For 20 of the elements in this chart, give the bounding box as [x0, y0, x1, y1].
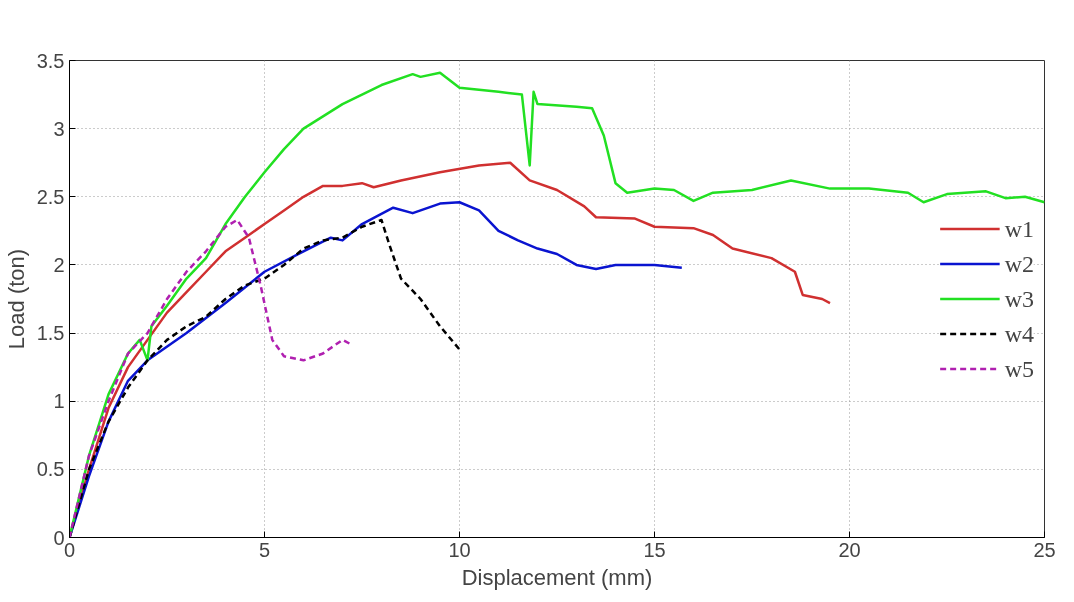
y-tick-label: 2.5 [36, 185, 65, 208]
y-tick-label: 1 [53, 390, 65, 413]
x-axis-title: Displacement (mm) [461, 564, 653, 590]
legend-label: w1 [1004, 215, 1034, 242]
x-tick-label: 25 [1033, 538, 1056, 561]
y-tick-label: 3 [53, 117, 65, 140]
x-tick-label: 15 [643, 538, 666, 561]
y-tick-label: 3.5 [36, 49, 65, 72]
x-tick-label: 10 [448, 538, 471, 561]
legend-label: w3 [1004, 285, 1034, 312]
legend-label: w5 [1004, 355, 1034, 382]
line-series [69, 218, 352, 538]
y-tick-label: 1.5 [36, 322, 65, 345]
y-axis-title: Load (ton) [3, 248, 29, 350]
y-tick-label: 0.5 [36, 458, 65, 481]
legend-label: w2 [1004, 250, 1034, 277]
legend-label: w4 [1004, 320, 1034, 347]
x-tick-label: 5 [258, 538, 271, 561]
y-tick-label: 2 [53, 253, 65, 276]
x-tick-label: 20 [838, 538, 861, 561]
